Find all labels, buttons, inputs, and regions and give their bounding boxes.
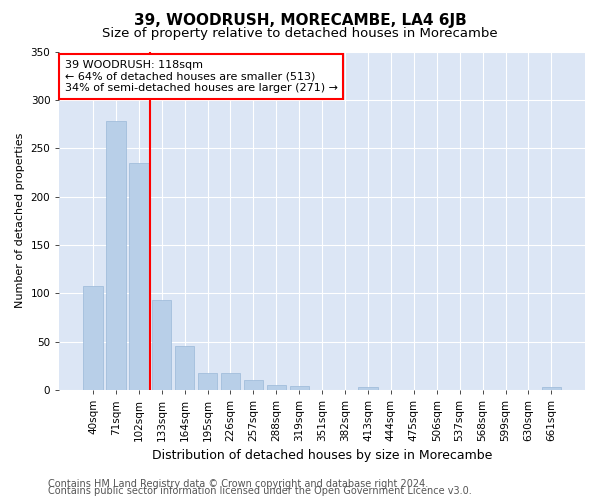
Bar <box>106 121 125 390</box>
Text: 39, WOODRUSH, MORECAMBE, LA4 6JB: 39, WOODRUSH, MORECAMBE, LA4 6JB <box>134 12 466 28</box>
Bar <box>83 286 103 390</box>
Bar <box>152 300 172 390</box>
Bar <box>175 346 194 390</box>
Bar <box>358 387 378 390</box>
Bar <box>221 372 240 390</box>
Bar <box>244 380 263 390</box>
Text: Size of property relative to detached houses in Morecambe: Size of property relative to detached ho… <box>102 28 498 40</box>
Text: Contains public sector information licensed under the Open Government Licence v3: Contains public sector information licen… <box>48 486 472 496</box>
Bar <box>266 385 286 390</box>
Bar <box>198 372 217 390</box>
Y-axis label: Number of detached properties: Number of detached properties <box>15 133 25 308</box>
Bar <box>290 386 309 390</box>
X-axis label: Distribution of detached houses by size in Morecambe: Distribution of detached houses by size … <box>152 450 493 462</box>
Bar <box>129 162 149 390</box>
Bar <box>542 387 561 390</box>
Text: 39 WOODRUSH: 118sqm
← 64% of detached houses are smaller (513)
34% of semi-detac: 39 WOODRUSH: 118sqm ← 64% of detached ho… <box>65 60 338 93</box>
Text: Contains HM Land Registry data © Crown copyright and database right 2024.: Contains HM Land Registry data © Crown c… <box>48 479 428 489</box>
